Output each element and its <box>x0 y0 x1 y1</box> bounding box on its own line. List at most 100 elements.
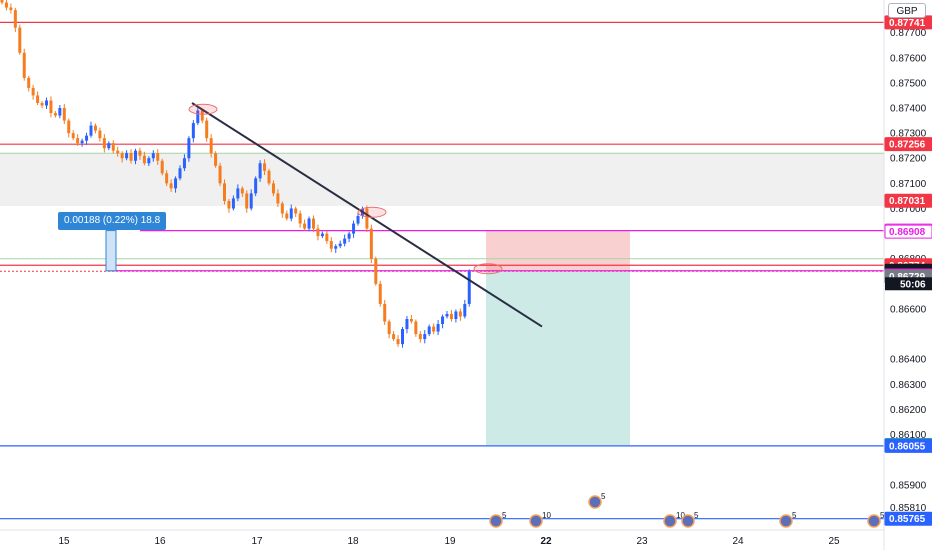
candle-body <box>467 271 471 304</box>
price-tick-label: 0.85810 <box>890 503 927 514</box>
candle-body <box>401 329 404 345</box>
candle-body <box>40 102 44 106</box>
candle-body <box>445 313 449 317</box>
candle-body <box>196 110 200 124</box>
candle-body <box>432 326 436 332</box>
candle-body <box>365 208 369 229</box>
candle-body <box>169 183 173 189</box>
price-tick-label: 0.87200 <box>890 154 927 165</box>
candle-body <box>98 130 102 139</box>
event-marker-icon[interactable] <box>489 514 503 528</box>
time-label: 18 <box>347 536 359 547</box>
price-tag-label: 0.87741 <box>889 18 926 29</box>
candle-body <box>227 200 231 209</box>
candle-body <box>182 158 186 169</box>
candle-body <box>352 223 356 234</box>
take-profit-area[interactable] <box>486 270 630 446</box>
candle-body <box>205 120 209 139</box>
event-marker-icon[interactable] <box>779 514 793 528</box>
pivot-highlight-3[interactable] <box>473 263 503 275</box>
candle-body <box>129 153 133 161</box>
stop-loss-area[interactable] <box>486 230 630 271</box>
candle-body <box>347 233 351 239</box>
event-marker-count: 5 <box>792 511 797 520</box>
event-marker-icon[interactable] <box>529 514 543 528</box>
candle-body <box>85 135 89 141</box>
measure-label: 0.00188 (0.22%) 18.8 <box>58 212 167 230</box>
price-tick-label: 0.87000 <box>890 204 927 215</box>
price-tick-label: 0.87500 <box>890 78 927 89</box>
candle-body <box>31 87 35 96</box>
candle-body <box>249 193 253 209</box>
candle-body <box>387 321 391 335</box>
price-tag[interactable] <box>884 511 932 526</box>
candle-body <box>102 138 106 149</box>
event-marker-count: 10 <box>676 511 685 520</box>
candle-body <box>116 150 120 154</box>
candle-body <box>134 150 137 161</box>
event-marker-icon[interactable] <box>663 514 677 528</box>
price-tag[interactable] <box>884 438 932 453</box>
time-label: 15 <box>58 536 70 547</box>
candle-body <box>9 7 13 11</box>
countdown-tag <box>885 277 932 291</box>
candle-body <box>165 173 169 184</box>
candle-body <box>111 143 115 151</box>
price-tag[interactable] <box>884 224 932 239</box>
event-marker-count: 5 <box>694 511 699 520</box>
event-marker-count: 5 <box>880 511 885 520</box>
price-tick-label: 0.87400 <box>890 104 927 115</box>
price-tag-label: 0.87031 <box>889 196 926 207</box>
candle-body <box>423 334 427 340</box>
currency-badge[interactable]: GBP <box>888 3 926 18</box>
candle-body <box>271 183 275 194</box>
time-label: 22 <box>540 536 552 547</box>
event-marker-icon[interactable] <box>588 495 602 509</box>
candle-body <box>307 218 311 229</box>
candle-body <box>454 311 458 320</box>
candle-body <box>427 326 431 335</box>
price-tag[interactable] <box>884 193 932 208</box>
trendline[interactable] <box>191 102 543 328</box>
candle-body <box>414 321 418 335</box>
event-marker-icon[interactable] <box>867 514 881 528</box>
candle-body <box>147 158 151 164</box>
price-tag-label: 0.85765 <box>889 514 926 525</box>
candle-body <box>418 334 422 340</box>
candle-body <box>36 95 40 103</box>
price-tag[interactable] <box>884 137 932 152</box>
candle-body <box>449 313 453 320</box>
price-tick-label: 0.87300 <box>890 129 927 140</box>
candle-body <box>254 178 258 194</box>
price-tick-label: 0.85900 <box>890 480 927 491</box>
price-tick-label: 0.86100 <box>890 430 927 441</box>
candle-body <box>200 110 204 121</box>
candle-body <box>316 228 320 237</box>
candle-body <box>4 2 8 8</box>
price-tick-label: 0.86300 <box>890 380 927 391</box>
candle-body <box>209 138 213 154</box>
candle-body <box>343 238 347 244</box>
candle-body <box>191 123 195 139</box>
measure-bracket[interactable] <box>105 230 117 272</box>
candle-body <box>178 168 182 179</box>
pivot-highlight-1[interactable] <box>188 103 218 115</box>
price-tick-label: 0.86600 <box>890 304 927 315</box>
candle-body <box>294 208 298 214</box>
candle-body <box>405 319 409 330</box>
event-marker-icon[interactable] <box>681 514 695 528</box>
candle-body <box>329 241 333 249</box>
candle-body <box>289 208 293 219</box>
candle-body <box>356 216 360 224</box>
candle-body <box>231 198 235 209</box>
candle-body <box>13 10 17 28</box>
candle-body <box>325 233 329 242</box>
candle-body <box>89 125 93 136</box>
pivot-highlight-2[interactable] <box>357 206 387 218</box>
candle-body <box>441 316 445 325</box>
candle-body <box>263 163 267 171</box>
event-marker-count: 5 <box>601 492 606 501</box>
candle-body <box>93 125 97 131</box>
